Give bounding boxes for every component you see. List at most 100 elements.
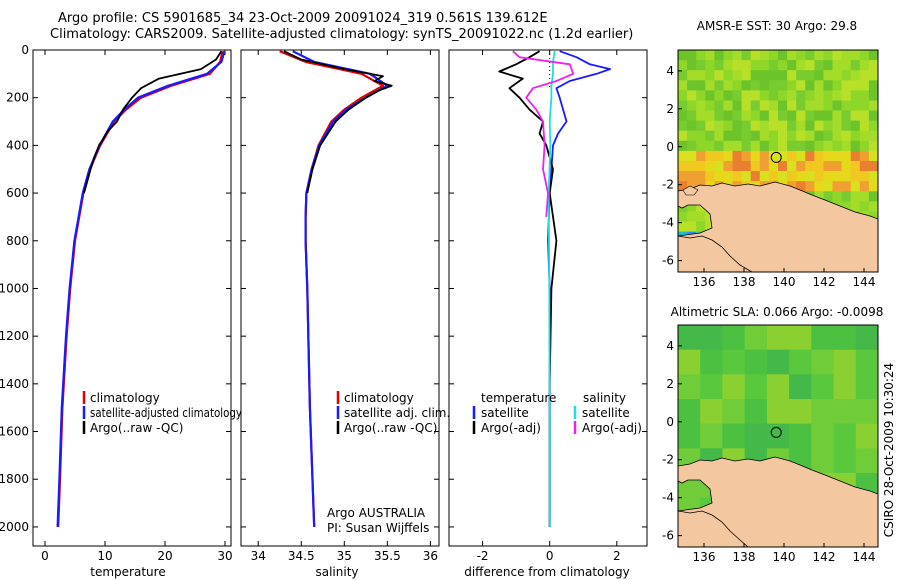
legend-label-sal-satellite: satellite adj. clim. xyxy=(344,406,450,420)
sla-cells-cell xyxy=(678,423,701,449)
sst-cells-cell xyxy=(687,140,697,152)
sst-cells-cell xyxy=(750,120,761,132)
sla-cells-cell xyxy=(744,349,768,375)
sst-cells-cell xyxy=(678,100,688,112)
sst-cells-cell xyxy=(841,80,852,91)
sst-cells-cell xyxy=(696,221,706,233)
sla-cells-cell xyxy=(811,374,835,400)
sst-cells-cell xyxy=(750,70,761,81)
sst-cells-cell xyxy=(787,110,797,122)
sst-cells-cell xyxy=(741,171,752,182)
sst-cells-cell xyxy=(723,110,734,122)
sst-cells-cell xyxy=(678,211,688,223)
sst-cells-cell xyxy=(814,120,825,132)
sst-cells-cell xyxy=(732,60,743,71)
sst-cells-cell xyxy=(868,70,878,81)
sst-cells-cell xyxy=(814,161,825,172)
sst-cells-cell xyxy=(768,90,779,102)
sst-cells-cell xyxy=(841,100,852,112)
sst-cells-cell xyxy=(823,100,834,112)
sst-cells-cell xyxy=(868,80,878,91)
sst-cells-cell xyxy=(768,130,779,142)
sst-cells-cell xyxy=(705,150,715,162)
sst-cells-cell xyxy=(850,161,861,172)
sst-cells-cell xyxy=(732,161,743,172)
sst-cells-cell xyxy=(850,181,861,192)
sst-cells-cell xyxy=(705,221,715,233)
sst-cells-cell xyxy=(787,171,797,182)
sst-cells-cell xyxy=(678,150,688,162)
sla-ytick-label-4: -4 xyxy=(662,491,674,505)
sst-cells-cell xyxy=(805,60,815,71)
sla-cells-cell xyxy=(766,325,790,351)
sst-cells-cell xyxy=(796,70,806,81)
sst-cells-cell xyxy=(868,191,878,202)
sla-xtick-label-2: 140 xyxy=(773,550,796,564)
sst-cells-cell xyxy=(841,171,852,182)
sla-cells-cell xyxy=(833,374,857,400)
sst-cells-cell xyxy=(705,70,715,81)
sst-cells-cell xyxy=(787,100,797,112)
sst-cells-cell xyxy=(696,110,706,122)
sst-cells-cell xyxy=(859,171,870,182)
sst-cells-cell xyxy=(850,201,861,213)
sst-cells-cell xyxy=(805,50,815,61)
temp-series-argo-raw-qc- xyxy=(83,50,223,194)
sst-cells-cell xyxy=(714,70,725,81)
sst-cells-cell xyxy=(759,140,770,152)
sst-cells-cell xyxy=(759,60,770,71)
sst-cells-cell xyxy=(741,150,752,162)
temp-xtick-label-0: 0 xyxy=(41,549,49,563)
legend-label-sal-argo: Argo(..raw -QC) xyxy=(344,421,437,435)
temperature-panel: 0 10 20 30 0 200 400 600 800 1000 1200 1400 1600 1800… xyxy=(0,43,242,579)
sst-cells-cell xyxy=(859,50,870,61)
sst-cells-cell xyxy=(768,120,779,132)
sst-cells-cell xyxy=(687,70,697,81)
sst-cells-cell xyxy=(778,90,788,102)
sst-cells-cell xyxy=(705,130,715,142)
sst-cells-cell xyxy=(859,130,870,142)
sst-cells-cell xyxy=(723,80,734,91)
sst-cells-cell xyxy=(732,150,743,162)
sla-cells-cell xyxy=(855,399,878,425)
sal-xtick-label-3: 35.5 xyxy=(374,549,401,563)
sla-cells-cell xyxy=(700,399,723,425)
sst-cells-cell xyxy=(796,161,806,172)
sst-cells-cell xyxy=(714,130,725,142)
depth-tick-label-9: 1800 xyxy=(0,472,29,486)
sst-cells-cell xyxy=(732,70,743,81)
sst-cells-cell xyxy=(868,110,878,122)
sst-cells-cell xyxy=(868,161,878,172)
sst-cells-cell xyxy=(823,191,834,202)
sst-cells-cell xyxy=(696,150,706,162)
sst-cells-cell xyxy=(841,140,852,152)
sla-cells-cell xyxy=(678,374,701,400)
sst-ytick-label-5: -6 xyxy=(662,254,674,268)
sst-cells-cell xyxy=(759,100,770,112)
sst-cells-cell xyxy=(714,50,725,61)
sst-cells-cell xyxy=(741,110,752,122)
sst-cells-cell xyxy=(705,120,715,132)
sla-cells-cell xyxy=(722,374,746,400)
sst-cells-cell xyxy=(759,110,770,122)
sst-cells-cell xyxy=(714,120,725,132)
sst-cells-cell xyxy=(859,60,870,71)
sst-cells-cell xyxy=(759,70,770,81)
sst-cells-cell xyxy=(787,80,797,91)
sst-cells-cell xyxy=(778,110,788,122)
legend-label-temp-satellite: satellite xyxy=(481,406,529,420)
sla-cells-cell xyxy=(789,399,812,425)
sst-cells-cell xyxy=(868,90,878,102)
sst-cells-cell xyxy=(714,100,725,112)
sst-cells-cell xyxy=(850,100,861,112)
sst-cells-cell xyxy=(750,50,761,61)
sla-cells-cell xyxy=(855,374,878,400)
sla-cells-cell xyxy=(789,325,812,351)
sst-cells-cell xyxy=(723,150,734,162)
sst-cells-cell xyxy=(805,150,815,162)
sst-cells-cell xyxy=(787,140,797,152)
legend-label-temp-argo: Argo(-adj) xyxy=(481,421,541,435)
sst-cells-cell xyxy=(678,50,688,61)
depth-tick-label-10: 2000 xyxy=(0,520,29,534)
sla-cells-cell xyxy=(811,399,835,425)
